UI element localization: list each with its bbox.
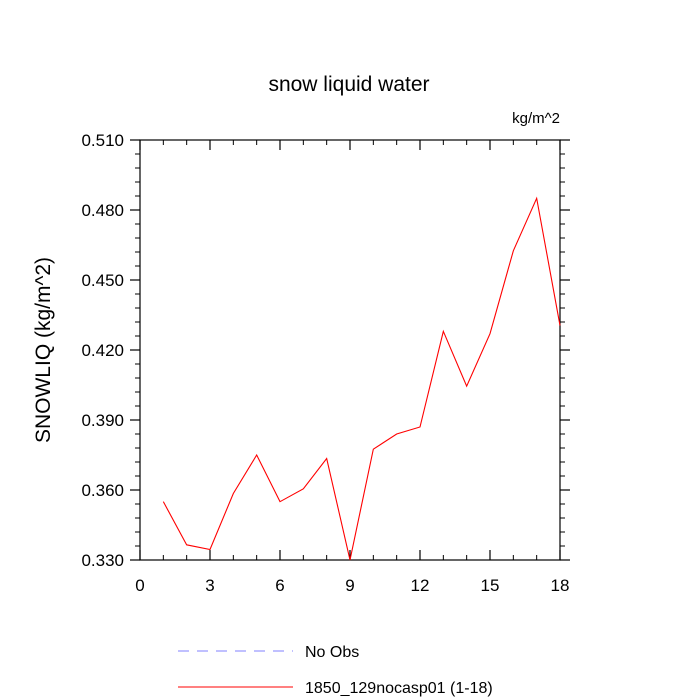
y-axis-label: SNOWLIQ (kg/m^2) bbox=[32, 257, 55, 443]
x-tick-label: 3 bbox=[205, 576, 214, 595]
units-label: kg/m^2 bbox=[512, 110, 560, 127]
y-tick-label: 0.330 bbox=[81, 551, 124, 570]
series-line bbox=[162, 196, 561, 561]
x-tick-label: 6 bbox=[275, 576, 284, 595]
legend-label: No Obs bbox=[305, 644, 359, 661]
y-tick-label: 0.420 bbox=[81, 341, 124, 360]
legend: No Obs 1850_129nocasp01 (1-18) bbox=[178, 644, 493, 697]
series-lines bbox=[162, 196, 561, 561]
x-tick-label: 9 bbox=[345, 576, 354, 595]
y-tick-label: 0.360 bbox=[81, 481, 124, 500]
y-tick-label: 0.390 bbox=[81, 411, 124, 430]
y-tick-label: 0.480 bbox=[81, 201, 124, 220]
plot-frame bbox=[139, 139, 561, 561]
y-tick-label: 0.450 bbox=[81, 271, 124, 290]
x-tick-label: 18 bbox=[551, 576, 570, 595]
axis-ticks bbox=[130, 139, 570, 561]
legend-label: 1850_129nocasp01 (1-18) bbox=[305, 680, 493, 697]
x-tick-label: 0 bbox=[135, 576, 144, 595]
y-tick-label: 0.510 bbox=[81, 131, 124, 150]
x-tick-label: 15 bbox=[481, 576, 500, 595]
tick-labels: 0 3 6 9 12 15 18 0.330 0.360 0.390 0.420 0.450 0.480… bbox=[81, 131, 569, 595]
chart-title: snow liquid water bbox=[268, 73, 429, 96]
x-tick-label: 12 bbox=[411, 576, 430, 595]
